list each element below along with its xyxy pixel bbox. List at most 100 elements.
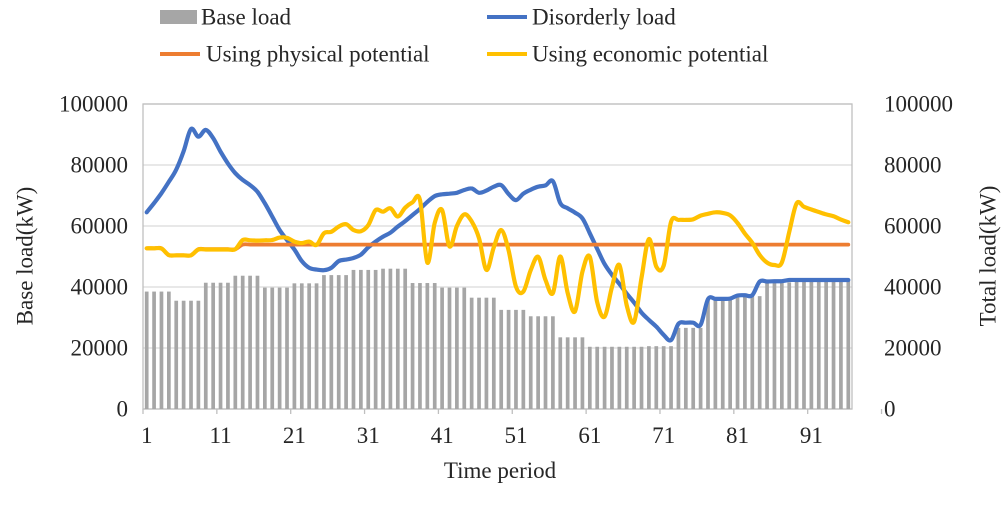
y-tick-label-right: 80000 — [884, 153, 942, 178]
base-load-bar — [565, 337, 570, 409]
base-load-bar — [159, 291, 164, 409]
base-load-bar — [432, 283, 437, 409]
base-load-bar — [506, 309, 511, 409]
base-load-bar — [779, 282, 784, 409]
legend-label-disorderly-load: Disorderly load — [532, 5, 676, 30]
x-tick-label: 31 — [357, 423, 380, 448]
legend-label-economic-potential: Using economic potential — [532, 42, 768, 67]
y-tick-label-right: 100000 — [884, 92, 953, 117]
plot-area: 0 0 20000 20000 40000 40000 60000 60000 80000 800… — [59, 92, 953, 449]
base-load-bar — [595, 346, 600, 409]
disorderly-load-line — [144, 126, 851, 343]
base-load-bar — [491, 297, 496, 409]
base-load-bar — [455, 287, 459, 409]
y-tick-label-left: 80000 — [71, 153, 129, 178]
base-load-bar — [277, 287, 282, 409]
legend-label-base-load: Base load — [201, 5, 292, 30]
base-load-bar — [152, 291, 156, 409]
base-load-bar — [240, 275, 245, 409]
y-axis-title-left: Base load(kW) — [13, 187, 38, 326]
base-load-bar — [255, 275, 260, 409]
base-load-bar — [447, 287, 452, 409]
base-load-bar — [462, 287, 467, 409]
y-tick-label-right: 20000 — [884, 336, 942, 361]
base-load-bar — [846, 280, 851, 409]
y-tick-label-right: 0 — [884, 397, 896, 422]
base-load-bar — [831, 280, 836, 409]
base-load-bar — [366, 269, 371, 409]
base-load-bar — [521, 309, 526, 409]
base-load-bar — [802, 280, 806, 409]
base-load-bar — [322, 275, 326, 409]
base-load-bar — [536, 316, 540, 409]
base-load-bar — [336, 275, 341, 409]
base-load-bar — [203, 282, 208, 409]
base-load-bar — [528, 316, 533, 409]
x-tick-label: 21 — [283, 423, 306, 448]
base-load-bar — [750, 296, 755, 409]
base-load-bar — [669, 346, 673, 409]
base-load-bar — [477, 297, 481, 409]
base-load-bar — [218, 282, 223, 409]
base-load-bar — [624, 346, 629, 409]
base-load-bar — [683, 327, 688, 409]
base-load-bar — [691, 327, 696, 409]
base-load-bar — [226, 282, 230, 409]
base-load-bar — [514, 309, 518, 409]
base-load-bar — [403, 268, 408, 409]
legend-swatch-base-load — [160, 10, 197, 24]
base-load-bar — [144, 291, 149, 409]
y-tick-label-left: 20000 — [71, 336, 129, 361]
plot-border — [142, 103, 853, 410]
base-load-bar — [787, 282, 792, 409]
base-load-bar — [344, 275, 348, 409]
base-load-bar — [617, 346, 622, 409]
base-load-bar — [602, 346, 607, 409]
base-load-bar — [661, 346, 666, 409]
x-tick-label: 61 — [578, 423, 601, 448]
base-load-bar — [359, 269, 363, 409]
base-load-bar — [263, 287, 267, 409]
base-load-bar — [543, 316, 548, 409]
base-load-bar — [698, 327, 703, 409]
base-load-bar — [580, 337, 585, 409]
y-tick-label-left: 0 — [117, 397, 129, 422]
legend-label-physical-potential: Using physical potential — [206, 42, 430, 67]
base-load-bar — [469, 297, 474, 409]
base-load-bar — [499, 309, 504, 409]
base-load-bar — [381, 268, 385, 409]
base-load-bar — [647, 346, 651, 409]
y-tick-label-left: 40000 — [71, 275, 129, 300]
x-tick-label: 41 — [431, 423, 454, 448]
base-load-bar — [728, 299, 732, 409]
base-load-bar — [654, 346, 659, 409]
base-load-bar — [181, 300, 186, 409]
base-load-bar — [285, 287, 289, 409]
base-load-bar — [166, 291, 171, 409]
x-tick-label: 1 — [141, 423, 153, 448]
legend: Base load Disorderly load Using physical… — [160, 5, 768, 67]
base-load-bar — [757, 296, 762, 409]
y-axis-title-right: Total load(kW) — [976, 186, 1001, 327]
base-load-bar — [395, 268, 400, 409]
base-load-bar — [676, 327, 681, 409]
y-tick-label-right: 60000 — [884, 214, 942, 239]
y-tick-label-left: 60000 — [71, 214, 129, 239]
base-load-bar — [772, 282, 777, 409]
base-load-bar — [765, 282, 769, 409]
base-load-bar — [551, 316, 555, 409]
base-load-bar — [233, 275, 238, 409]
base-load-bar — [587, 346, 592, 409]
base-load-bar — [329, 275, 334, 409]
base-load-bar — [632, 346, 636, 409]
x-tick-label: 11 — [209, 423, 231, 448]
base-load-bar — [292, 283, 297, 409]
base-load-bar — [440, 287, 444, 409]
base-load-bar — [610, 346, 614, 409]
base-load-bar — [735, 296, 740, 409]
base-load-bar — [196, 300, 201, 409]
x-tick-label: 51 — [504, 423, 527, 448]
base-load-bar — [484, 297, 489, 409]
